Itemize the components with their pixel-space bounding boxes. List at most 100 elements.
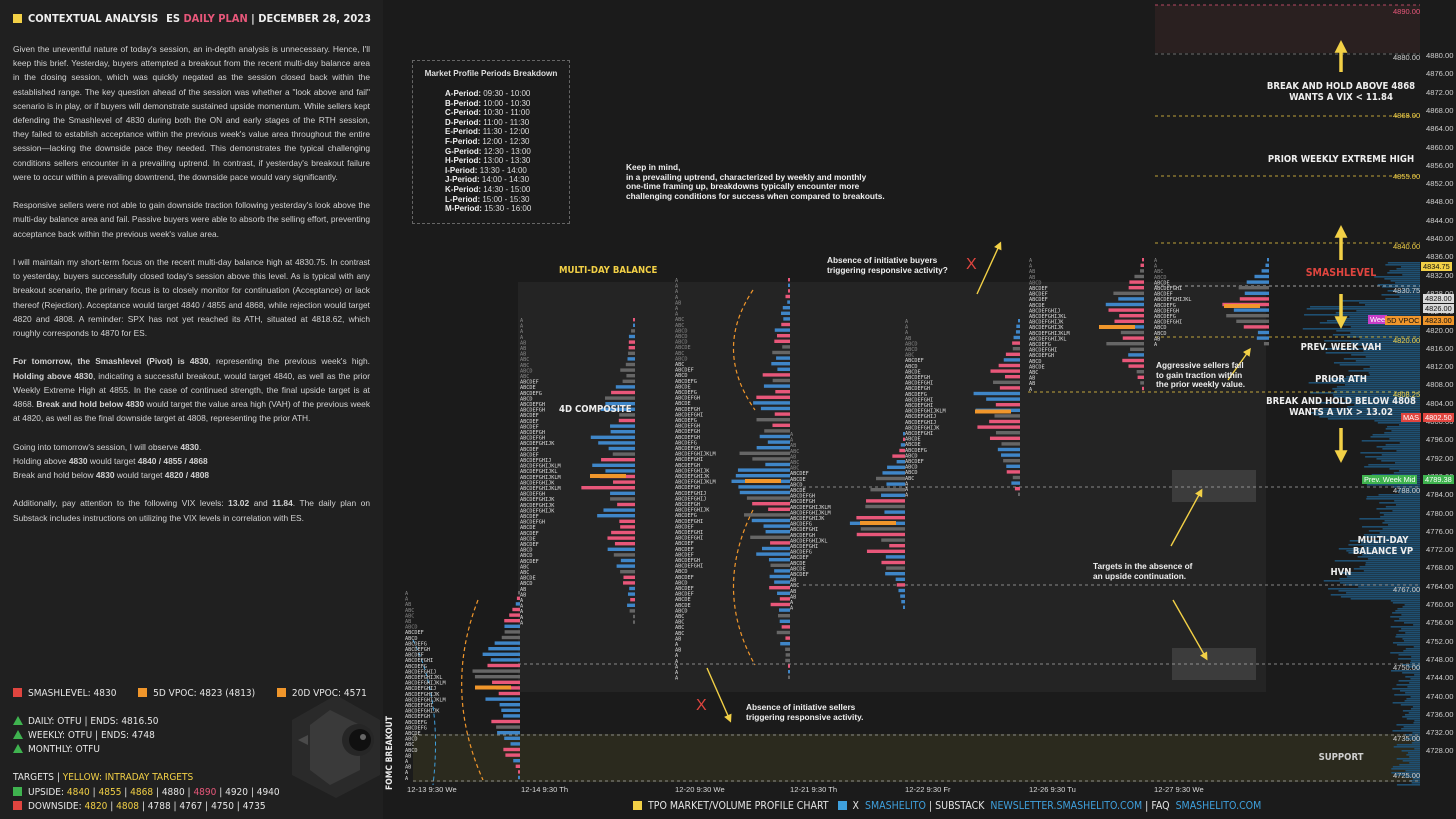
tpo-letters: ABCDEFGHIJ: [405, 669, 436, 675]
tpo-letters: A: [675, 670, 679, 676]
tpo-bar: [620, 525, 635, 529]
period-row: A-Period: 09:30 - 10:00: [445, 89, 530, 98]
tpo-bar: [604, 396, 635, 400]
tpo-letters: ABCDEFG: [790, 550, 812, 556]
volume-bar: [1413, 722, 1420, 724]
tpo-letters: ABCDEF: [675, 575, 694, 581]
tpo-bar: [785, 636, 790, 640]
price-tick: 4792.00: [1426, 453, 1454, 463]
period-time: 11:00 - 11:30: [483, 117, 530, 127]
tpo-bar: [627, 357, 635, 361]
volume-bar: [1385, 428, 1420, 430]
tpo-letters: A: [1154, 264, 1158, 270]
tpo-bar: [1140, 263, 1144, 267]
volume-bar: [1316, 402, 1420, 404]
tpo-letters: ABCDEFGHI: [905, 381, 933, 387]
price-tick: 4820.00: [1426, 325, 1454, 335]
tpo-bar: [788, 670, 790, 674]
tpo-bar: [887, 465, 905, 469]
break-below-line: Break and hold below 4830 would target 4…: [13, 468, 370, 482]
tpo-letters: ABCDEFGHIJK: [1029, 325, 1064, 331]
tpo-bar: [780, 642, 790, 646]
tpo-bar: [856, 516, 905, 520]
tpo-letters: ABCD: [675, 334, 688, 340]
tpo-letters: ABCDEFGHI: [1029, 348, 1057, 354]
tpo-bar: [787, 300, 790, 304]
tpo-letters: ABCDEFGHI: [675, 412, 703, 418]
tpo-bar: [896, 583, 905, 587]
tpo-letters: ABCDE: [675, 597, 691, 603]
tpo-letters: ABCDEFG: [1154, 314, 1176, 320]
tpo-bar: [765, 462, 790, 467]
tpo-bar: [633, 620, 635, 624]
tpo-letters: ABCDEFG: [905, 448, 927, 454]
tpo-letters: ABC: [675, 317, 684, 323]
tpo-letters: ABCDE: [675, 384, 691, 390]
volume-bar: [1384, 432, 1420, 434]
faq-link[interactable]: SMASHELITO.COM: [1175, 800, 1262, 812]
period-row: C-Period: 10:30 - 11:00: [445, 108, 530, 117]
tpo-bar: [626, 374, 635, 378]
tpo-bar: [631, 329, 635, 333]
substack-link[interactable]: NEWSLETTER.SMASHELITO.COM: [990, 800, 1143, 812]
target-value: 4855: [98, 787, 122, 798]
tpo-bar: [997, 447, 1020, 452]
volume-bar: [1381, 294, 1420, 296]
price-tick: 4836.00: [1426, 252, 1454, 262]
tpo-bar: [896, 460, 905, 464]
tpo-letters: ABCDEF: [1029, 286, 1048, 292]
volume-bar: [1391, 430, 1420, 432]
tpo-letters: ABCDEFGHI: [675, 564, 703, 570]
tpo-letters: A: [405, 776, 409, 782]
price-tick: 4868.00: [1426, 105, 1454, 115]
volume-bar: [1372, 434, 1420, 436]
tpo-bar: [504, 736, 520, 740]
volume-bar: [1414, 720, 1420, 722]
tpo-letters: ABCD: [520, 396, 533, 402]
x-handle-link[interactable]: SMASHELITO: [865, 800, 926, 812]
tpo-letters: ABCDEFGHIJK: [405, 709, 440, 715]
volume-bar: [1413, 624, 1420, 626]
tpo-chart[interactable]: A A AB ABC ABC AB ABCD ABCDEF ABCD ABCDEFG ABCDEFG…: [383, 0, 1456, 819]
observe-line: Going into tomorrow's session, I will ob…: [13, 440, 370, 454]
tpo-bar: [775, 390, 790, 394]
tpo-letters: ABCDE: [675, 345, 691, 351]
tpo-bar: [496, 725, 520, 729]
tpo-letters: ABCDEF: [520, 424, 539, 430]
tpo-bar: [774, 339, 790, 343]
tpo-bar: [756, 552, 790, 556]
tpo-letters: ABCDE: [675, 401, 691, 407]
volume-bar: [1359, 338, 1420, 340]
volume-bar: [1397, 608, 1420, 610]
tpo-letters: ABCDEFG: [1029, 342, 1051, 348]
tpo-bar: [885, 572, 905, 576]
tpo-bar: [774, 412, 790, 416]
tpo-letters: ABCDE: [1154, 280, 1170, 286]
tpo-letters: A: [675, 676, 679, 682]
note-line: challenging conditions for success when …: [626, 190, 885, 201]
tpo-letters: AB: [790, 443, 796, 449]
tpo-bar: [1257, 330, 1269, 335]
tpo-bar: [1226, 314, 1269, 318]
tpo-letters: ABCDE: [790, 566, 806, 572]
tpo-bar: [616, 564, 635, 568]
tpo-bar: [613, 553, 635, 557]
tpo-bar: [995, 431, 1020, 435]
tpo-bar: [610, 430, 635, 434]
volume-bar: [1399, 470, 1420, 472]
tpo-bar: [515, 602, 520, 606]
tpo-letters: ABCD: [520, 553, 533, 559]
period-name: A-Period:: [445, 89, 481, 98]
price-tick: 4776.00: [1426, 526, 1454, 536]
price-tick: 4812.00: [1426, 362, 1454, 372]
dashed-curve: [461, 599, 484, 781]
volume-bar: [1398, 488, 1420, 490]
tpo-bar: [1014, 487, 1020, 491]
tpo-bar: [605, 402, 635, 406]
period-row: M-Period: 15:30 - 16:00: [445, 204, 531, 213]
tpo-letters: ABCDEFGH: [905, 386, 930, 392]
footer: TPO MARKET/VOLUME PROFILE CHART X SMASHE…: [633, 800, 1261, 812]
date-label: 12-14 9:30 Th: [521, 785, 569, 794]
volume-bar: [1391, 670, 1420, 672]
volume-bar: [1396, 292, 1420, 294]
